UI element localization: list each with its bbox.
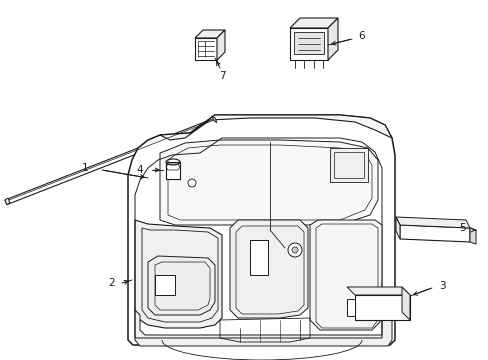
Polygon shape <box>469 228 475 244</box>
Circle shape <box>291 247 297 253</box>
Text: 4: 4 <box>137 165 143 175</box>
Polygon shape <box>399 225 469 242</box>
Text: 6: 6 <box>358 31 365 41</box>
Circle shape <box>287 243 302 257</box>
Polygon shape <box>395 217 399 239</box>
Polygon shape <box>155 275 175 295</box>
Polygon shape <box>160 115 391 140</box>
Polygon shape <box>135 310 391 346</box>
Polygon shape <box>195 30 224 38</box>
Polygon shape <box>346 299 354 316</box>
Polygon shape <box>401 287 409 320</box>
Polygon shape <box>249 240 267 275</box>
Polygon shape <box>135 220 222 328</box>
Polygon shape <box>289 18 337 28</box>
Polygon shape <box>148 256 215 315</box>
Text: 7: 7 <box>218 71 225 81</box>
Polygon shape <box>346 287 409 295</box>
Text: 2: 2 <box>108 278 115 288</box>
Text: 3: 3 <box>438 281 445 291</box>
Polygon shape <box>160 140 377 225</box>
Polygon shape <box>5 118 216 204</box>
Polygon shape <box>195 38 217 60</box>
Polygon shape <box>5 198 10 204</box>
Polygon shape <box>229 220 307 318</box>
Polygon shape <box>212 116 216 123</box>
Polygon shape <box>217 30 224 60</box>
Polygon shape <box>128 115 394 345</box>
Polygon shape <box>289 28 327 60</box>
Polygon shape <box>395 217 469 228</box>
Text: 1: 1 <box>81 163 88 173</box>
Polygon shape <box>309 220 381 330</box>
Polygon shape <box>327 18 337 60</box>
Polygon shape <box>329 148 367 182</box>
Polygon shape <box>354 295 409 320</box>
Polygon shape <box>293 32 324 54</box>
Text: 5: 5 <box>458 223 465 233</box>
Polygon shape <box>165 162 180 179</box>
